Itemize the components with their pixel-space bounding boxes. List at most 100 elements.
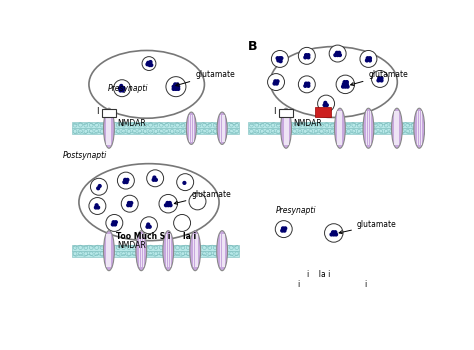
Circle shape — [309, 130, 313, 133]
Circle shape — [147, 223, 150, 226]
Circle shape — [276, 123, 280, 127]
Circle shape — [95, 204, 98, 206]
Circle shape — [106, 246, 109, 250]
Circle shape — [366, 57, 369, 60]
Circle shape — [197, 130, 201, 133]
Text: glutamate: glutamate — [176, 70, 235, 86]
Circle shape — [169, 204, 172, 206]
Circle shape — [191, 123, 196, 127]
Circle shape — [84, 252, 88, 256]
Circle shape — [91, 178, 108, 195]
Circle shape — [154, 130, 158, 133]
Circle shape — [121, 87, 123, 90]
Bar — [194, 234, 196, 267]
Circle shape — [153, 176, 156, 179]
Circle shape — [79, 130, 82, 133]
Circle shape — [357, 123, 361, 127]
Circle shape — [181, 252, 185, 256]
Circle shape — [127, 204, 129, 206]
Circle shape — [325, 224, 343, 242]
Circle shape — [164, 204, 167, 206]
Circle shape — [275, 82, 278, 85]
Circle shape — [342, 85, 345, 88]
Circle shape — [189, 193, 206, 210]
Circle shape — [338, 54, 341, 56]
Ellipse shape — [414, 108, 425, 148]
Circle shape — [116, 246, 120, 250]
Circle shape — [121, 89, 124, 92]
Circle shape — [132, 123, 137, 127]
Bar — [221, 234, 223, 267]
Circle shape — [95, 246, 99, 250]
Circle shape — [127, 130, 131, 133]
Circle shape — [159, 130, 163, 133]
Circle shape — [390, 123, 393, 127]
Circle shape — [106, 130, 109, 133]
Circle shape — [265, 123, 270, 127]
Bar — [219, 234, 221, 267]
Circle shape — [106, 123, 109, 127]
Circle shape — [129, 204, 132, 206]
Bar — [106, 111, 108, 145]
Circle shape — [115, 221, 117, 224]
Circle shape — [197, 246, 201, 250]
Circle shape — [73, 246, 77, 250]
Circle shape — [106, 215, 123, 231]
Circle shape — [346, 130, 350, 133]
Circle shape — [94, 206, 97, 209]
Circle shape — [380, 79, 383, 82]
Bar — [192, 234, 194, 267]
Circle shape — [235, 246, 239, 250]
Circle shape — [213, 123, 217, 127]
Circle shape — [114, 80, 130, 97]
Text: B: B — [248, 41, 258, 54]
Circle shape — [146, 170, 164, 187]
Circle shape — [280, 57, 283, 60]
Circle shape — [155, 178, 157, 181]
Ellipse shape — [270, 47, 397, 118]
Bar — [192, 115, 194, 142]
Circle shape — [329, 45, 346, 62]
Circle shape — [292, 123, 296, 127]
Circle shape — [307, 56, 310, 59]
Bar — [191, 115, 192, 142]
Circle shape — [174, 85, 177, 88]
Circle shape — [401, 123, 404, 127]
Ellipse shape — [281, 108, 292, 148]
Circle shape — [305, 82, 308, 85]
Circle shape — [84, 246, 88, 250]
Circle shape — [377, 79, 380, 82]
Ellipse shape — [103, 231, 114, 271]
Circle shape — [202, 252, 206, 256]
Circle shape — [181, 130, 185, 133]
Circle shape — [330, 130, 334, 133]
Bar — [168, 234, 169, 267]
Text: NMDAR: NMDAR — [118, 119, 146, 128]
Circle shape — [323, 104, 326, 106]
Circle shape — [95, 130, 99, 133]
Circle shape — [303, 130, 307, 133]
Circle shape — [159, 123, 163, 127]
Circle shape — [149, 123, 153, 127]
Circle shape — [138, 246, 142, 250]
Circle shape — [307, 84, 310, 87]
Circle shape — [138, 252, 142, 256]
Circle shape — [181, 246, 185, 250]
Circle shape — [186, 252, 190, 256]
Circle shape — [89, 123, 93, 127]
Circle shape — [277, 59, 280, 62]
Circle shape — [360, 50, 377, 68]
Text: Presynapti: Presynapti — [108, 84, 149, 93]
Circle shape — [208, 246, 212, 250]
Circle shape — [120, 84, 123, 87]
Circle shape — [79, 246, 82, 250]
Circle shape — [159, 246, 163, 250]
Bar — [143, 234, 144, 267]
Circle shape — [287, 123, 291, 127]
Circle shape — [208, 123, 212, 127]
Circle shape — [100, 246, 104, 250]
Circle shape — [334, 231, 337, 233]
Circle shape — [395, 123, 399, 127]
Circle shape — [304, 56, 307, 59]
Circle shape — [111, 246, 115, 250]
